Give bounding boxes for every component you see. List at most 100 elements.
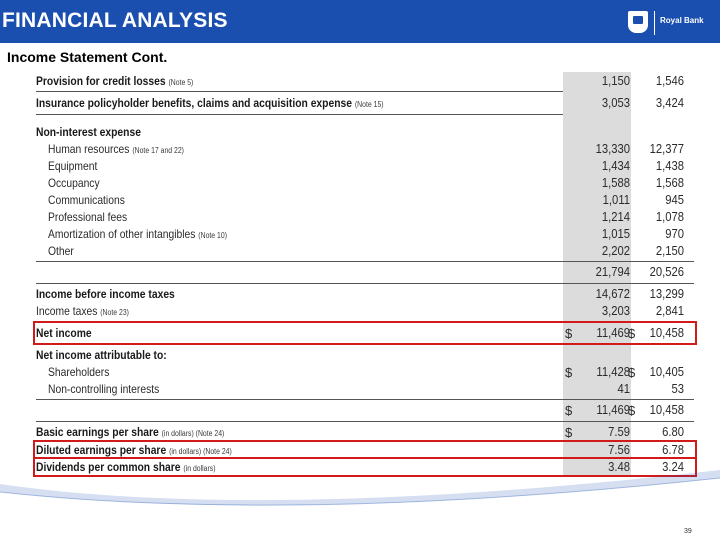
divider [36,261,694,262]
row-label: Occupancy [48,176,100,190]
value-current: 11,428 [596,365,630,379]
divider [36,399,694,400]
row-label: Basic earnings per share (in dollars) (N… [36,425,225,439]
header-bar: FINANCIAL ANALYSIS Royal Bank [0,0,720,43]
row-human-resources: Human resources (Note 17 and 22) 13,330 … [36,141,698,158]
brand-name: Royal Bank [660,16,704,25]
row-other: Other 2,202 2,150 [36,243,698,260]
value-current: 14,672 [595,287,630,301]
row-label: Communications [48,193,125,207]
row-shareholders: Shareholders $ 11,428 $ 10,405 [36,364,698,381]
row-label: Net income attributable to: [36,348,167,362]
row-net-income: Net income $ 11,469 $ 10,458 [36,325,698,342]
row-diluted-eps: Diluted earnings per share (in dollars) … [36,442,698,459]
value-current: 21,794 [595,265,630,279]
value-prior: 1,078 [655,210,684,224]
row-label: Non-interest expense [36,125,141,139]
value-prior: 10,458 [649,326,684,340]
value-prior: 6.78 [662,443,684,457]
row-dividends-per-share: Dividends per common share (in dollars) … [36,459,698,476]
value-prior: 1,438 [655,159,684,173]
row-label: Equipment [48,159,98,173]
row-label: Diluted earnings per share (in dollars) … [36,443,232,457]
divider [36,283,694,284]
value-prior: 1,546 [655,74,684,88]
value-current: 2,202 [601,244,630,258]
row-label: Shareholders [48,365,110,379]
value-current: 1,015 [601,227,630,241]
currency-symbol: $ [628,326,636,341]
row-communications: Communications 1,011 945 [36,192,698,209]
currency-symbol: $ [565,326,573,341]
value-current: 3,053 [601,96,630,110]
value-current: 1,214 [601,210,630,224]
row-label: Dividends per common share (in dollars) [36,460,216,474]
row-label: Human resources (Note 17 and 22) [48,142,184,156]
row-attributable-heading: Net income attributable to: [36,347,698,364]
rbc-logo: Royal Bank [628,9,716,37]
row-label: Amortization of other intangibles (Note … [48,227,228,241]
current-year-column-shading [563,72,631,475]
value-prior: 2,150 [655,244,684,258]
value-current: 11,469 [596,403,630,417]
row-non-interest-expense-heading: Non-interest expense [36,124,698,141]
currency-symbol: $ [565,425,573,440]
row-label: Other [48,244,74,258]
value-current: 1,150 [601,74,630,88]
highlight-dividends [33,457,697,477]
row-label: Insurance policyholder benefits, claims … [36,96,384,110]
row-occupancy: Occupancy 1,588 1,568 [36,175,698,192]
value-current: 7.59 [608,425,630,439]
value-prior: 13,299 [649,287,684,301]
value-prior: 6.80 [662,425,684,439]
value-current: 1,588 [601,176,630,190]
logo-divider [654,11,655,35]
value-current: 3,203 [601,304,630,318]
value-current: 41 [617,382,630,396]
value-current: 1,434 [601,159,630,173]
currency-symbol: $ [565,403,573,418]
row-income-before-taxes: Income before income taxes 14,672 13,299 [36,286,698,303]
row-insurance-benefits: Insurance policyholder benefits, claims … [36,95,698,112]
row-equipment: Equipment 1,434 1,438 [36,158,698,175]
row-professional-fees: Professional fees 1,214 1,078 [36,209,698,226]
value-prior: 2,841 [655,304,684,318]
value-current: 3.48 [608,460,630,474]
row-label: Non-controlling interests [48,382,160,396]
value-current: 11,469 [596,326,630,340]
value-prior: 970 [665,227,684,241]
row-label: Net income [36,326,92,340]
value-current: 1,011 [602,193,630,207]
row-label: Income before income taxes [36,287,175,301]
value-prior: 3.24 [662,460,684,474]
footer-wave [0,470,720,540]
value-prior: 10,405 [649,365,684,379]
value-prior: 10,458 [649,403,684,417]
slide-subtitle: Income Statement Cont. [7,49,168,65]
row-basic-eps: Basic earnings per share (in dollars) (N… [36,424,698,441]
row-label: Professional fees [48,210,128,224]
currency-symbol: $ [628,365,636,380]
divider [36,91,563,92]
value-prior: 20,526 [649,265,684,279]
highlight-net-income [33,321,697,345]
value-current: 7.56 [608,443,630,457]
value-prior: 53 [671,382,684,396]
row-attributable-total: $ 11,469 $ 10,458 [36,402,698,419]
row-amortization: Amortization of other intangibles (Note … [36,226,698,243]
row-non-controlling: Non-controlling interests 41 53 [36,381,698,398]
value-prior: 12,377 [649,142,684,156]
page-number: 39 [684,528,692,535]
lion-shield-icon [628,11,648,33]
value-current: 13,330 [595,142,630,156]
row-label: Income taxes (Note 23) [36,304,129,318]
row-income-taxes: Income taxes (Note 23) 3,203 2,841 [36,303,698,320]
value-prior: 3,424 [655,96,684,110]
row-expense-total: 21,794 20,526 [36,264,698,281]
currency-symbol: $ [565,365,573,380]
slide-title: FINANCIAL ANALYSIS [2,9,228,32]
value-prior: 945 [665,193,684,207]
divider [36,114,563,115]
divider [36,421,694,422]
currency-symbol: $ [628,403,636,418]
